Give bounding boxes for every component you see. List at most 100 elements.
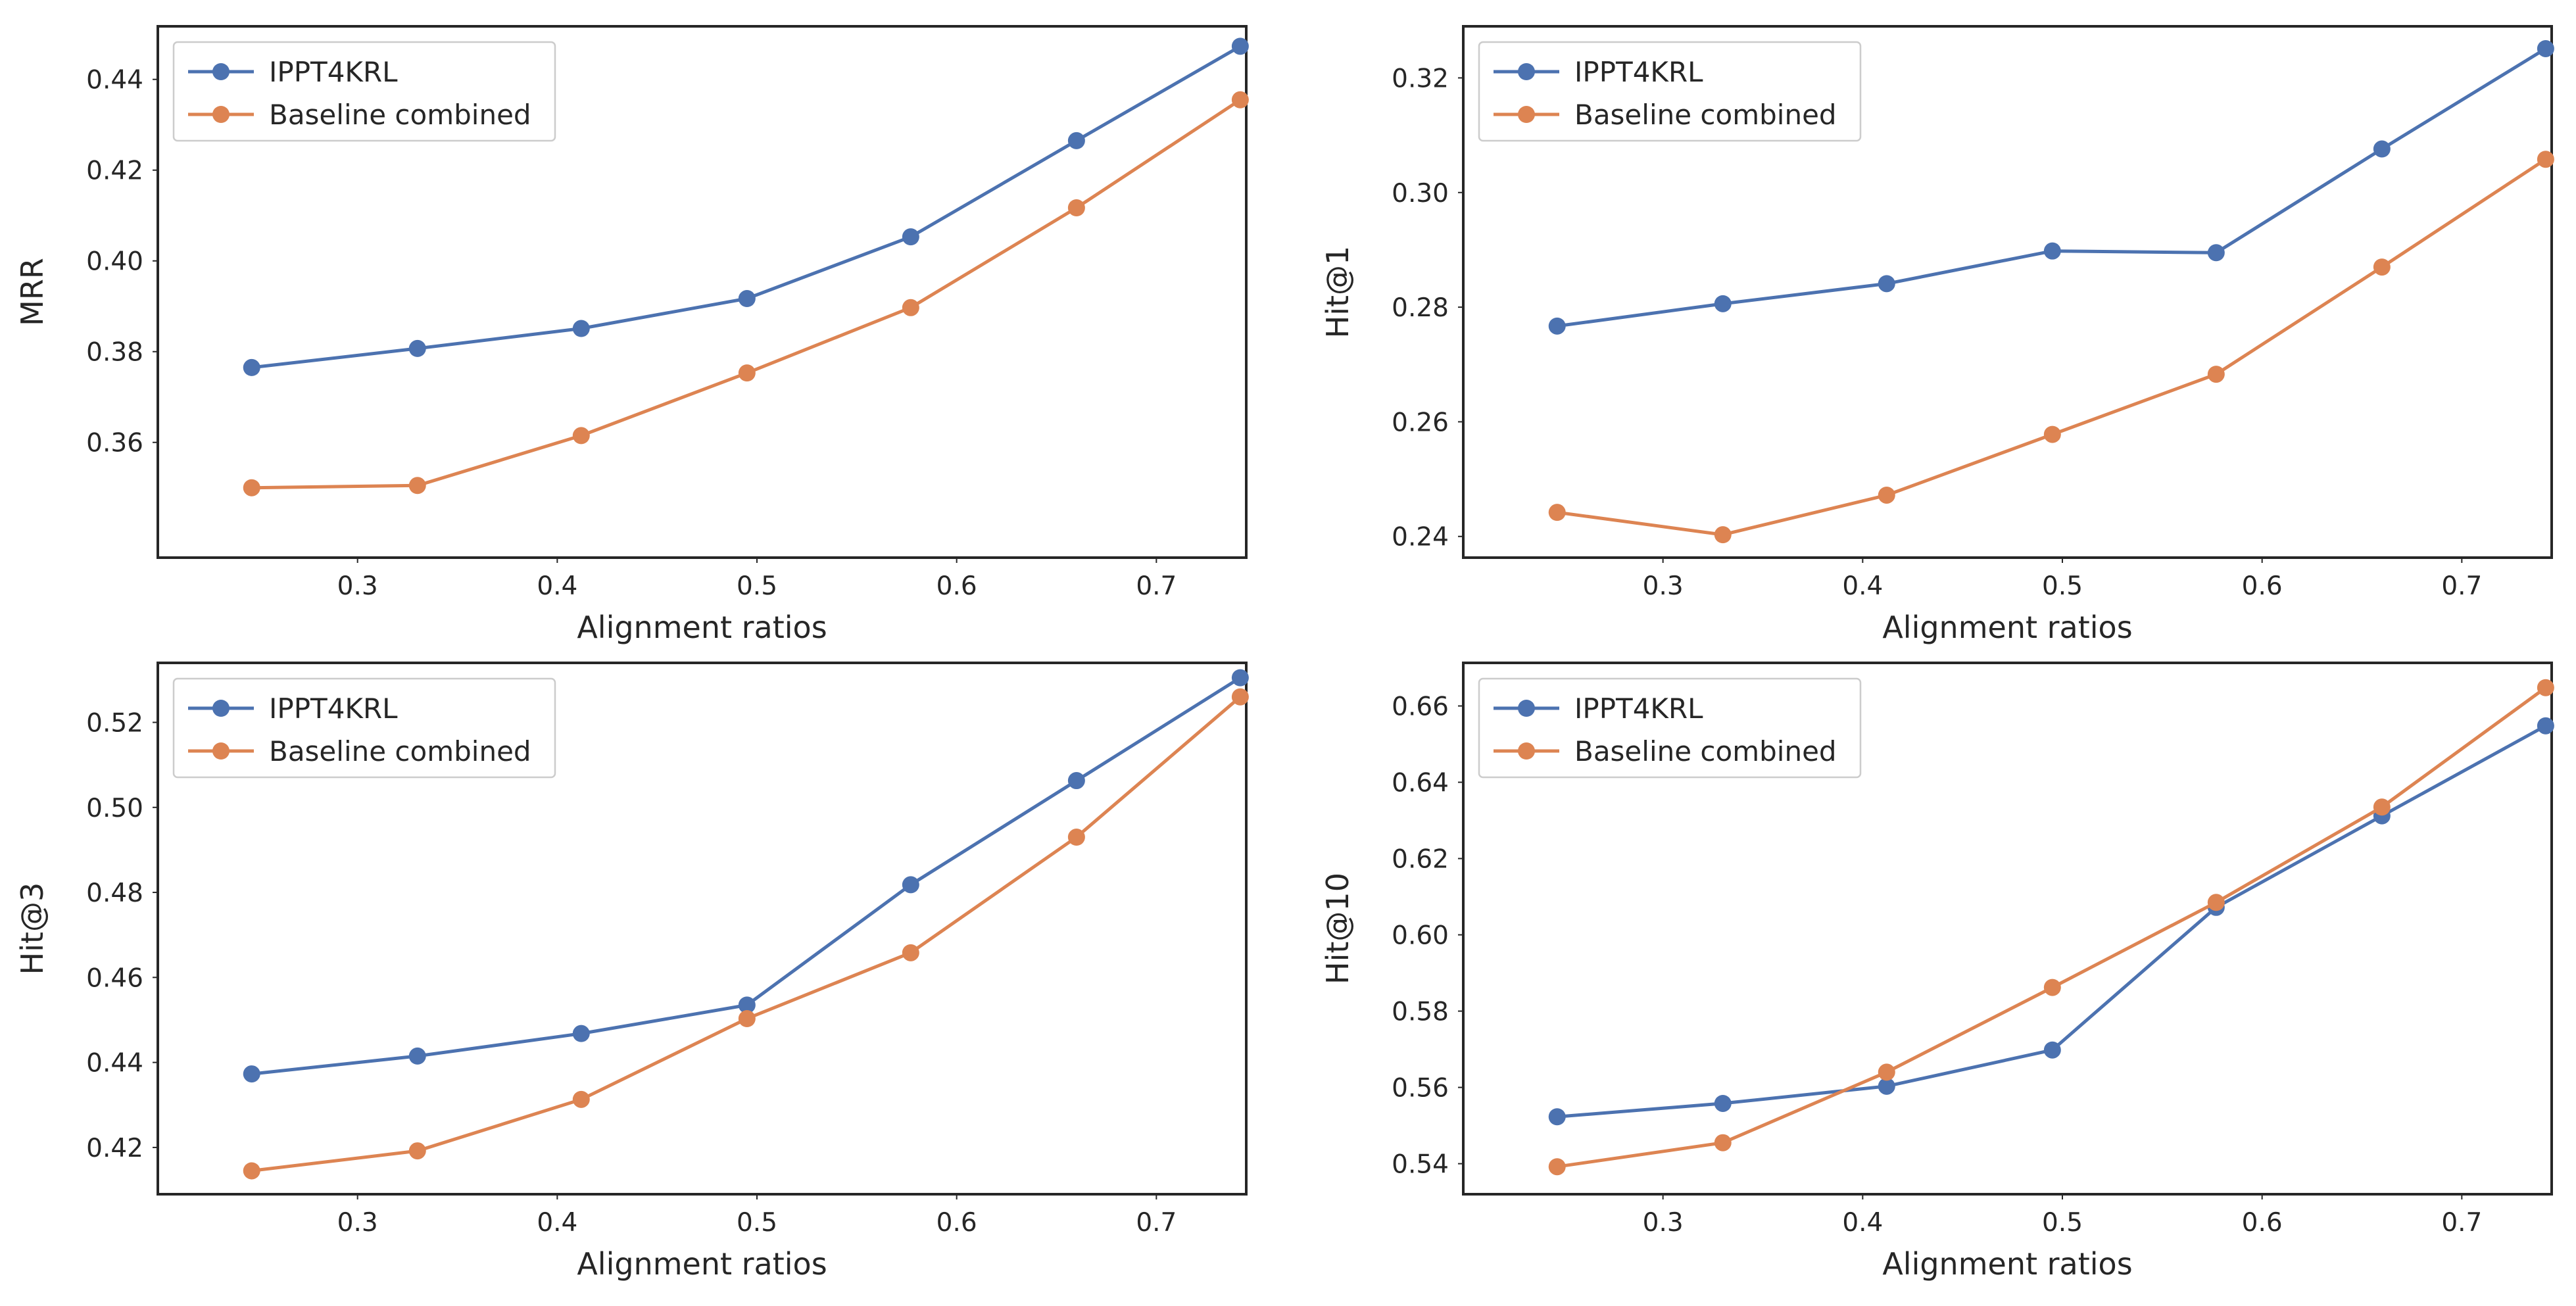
y-tick-label: 0.60 <box>1392 921 1449 951</box>
data-point <box>1067 132 1085 149</box>
x-tick-label: 0.3 <box>1643 571 1684 601</box>
legend-entry-label: IPPT4KRL <box>269 692 398 725</box>
data-point <box>738 996 756 1014</box>
data-point <box>902 944 919 961</box>
data-point <box>408 477 426 495</box>
data-point <box>1714 1134 1732 1151</box>
y-tick-label: 0.54 <box>1392 1150 1449 1180</box>
y-tick-label: 0.66 <box>1392 692 1449 722</box>
y-axis-label: Hit@1 <box>1320 246 1355 339</box>
legend-swatch-marker <box>1518 63 1535 80</box>
data-point <box>408 339 426 357</box>
data-point <box>2043 242 2061 260</box>
chart-panel-mrr: 0.3 0.4 0.5 0.6 0.7 0.36 0.38 0.40 0.42 0.44 Alig… <box>14 25 1249 645</box>
y-tick-label: 0.62 <box>1392 845 1449 875</box>
legend-swatch-marker <box>1518 700 1535 717</box>
data-point <box>243 1162 260 1180</box>
data-point <box>1878 1063 1895 1081</box>
x-tick-label: 0.3 <box>337 1208 378 1238</box>
x-tick-label: 0.3 <box>337 571 378 601</box>
legend: IPPT4KRL Baseline combined <box>172 41 556 142</box>
x-tick-label: 0.6 <box>936 1208 977 1238</box>
chart-panel-hit-at-3: 0.3 0.4 0.5 0.6 0.70.420.440.460.480.500.52 … <box>14 662 1249 1282</box>
x-tick-label: 0.4 <box>537 1208 577 1238</box>
data-point <box>2537 151 2554 168</box>
data-point <box>1714 526 1732 544</box>
data-point <box>1878 1077 1895 1095</box>
data-point <box>1548 1108 1566 1126</box>
legend-swatch-marker <box>1518 106 1535 123</box>
y-tick-label: 0.52 <box>86 708 143 738</box>
y-axis-label: MRR <box>14 258 50 326</box>
x-tick-label: 0.6 <box>2242 1208 2283 1238</box>
y-tick-label: 0.38 <box>86 338 143 368</box>
x-tick-label: 0.7 <box>2441 1208 2482 1238</box>
data-point <box>902 228 919 246</box>
data-point <box>1548 317 1566 335</box>
y-tick-label: 0.36 <box>86 429 143 458</box>
chart-panel-hit-at-1: 0.3 0.4 0.5 0.6 0.7 0.24 0.26 0.28 0.30 0.32 Alig… <box>1320 25 2554 645</box>
data-point <box>2043 979 2061 996</box>
x-tick-label: 0.7 <box>2441 571 2482 601</box>
y-tick-label: 0.26 <box>1392 408 1449 437</box>
x-axis-label: Alignment ratios <box>577 610 827 645</box>
data-point <box>1231 688 1249 706</box>
data-point <box>408 1142 426 1160</box>
y-tick-label: 0.24 <box>1392 523 1449 552</box>
x-tick-label: 0.6 <box>2242 571 2283 601</box>
data-point <box>738 290 756 308</box>
data-point <box>572 1090 590 1108</box>
y-tick-label: 0.46 <box>86 963 143 993</box>
y-tick-label: 0.64 <box>1392 769 1449 798</box>
data-point <box>1548 504 1566 521</box>
y-tick-label: 0.42 <box>86 1134 143 1163</box>
x-tick-label: 0.5 <box>737 1208 777 1238</box>
legend: IPPT4KRL Baseline combined <box>172 677 556 779</box>
legend: IPPT4KRL Baseline combined <box>1478 677 1862 779</box>
data-point <box>2373 258 2391 276</box>
legend-swatch-marker <box>212 742 230 760</box>
data-point <box>1231 91 1249 109</box>
y-tick-label: 0.44 <box>86 66 143 95</box>
x-tick-label: 0.4 <box>1842 1208 1883 1238</box>
y-tick-label: 0.48 <box>86 879 143 908</box>
legend-swatch-marker <box>1518 742 1535 760</box>
data-point <box>572 1025 590 1042</box>
data-point <box>1067 772 1085 790</box>
data-point <box>902 876 919 894</box>
data-point <box>1548 1158 1566 1176</box>
data-point <box>738 364 756 382</box>
legend-entry-label: IPPT4KRL <box>269 56 398 88</box>
x-tick-label: 0.6 <box>936 571 977 601</box>
x-tick-label: 0.5 <box>2042 1208 2083 1238</box>
data-point <box>2537 39 2554 57</box>
legend-entry-label: Baseline combined <box>269 735 531 767</box>
data-point <box>1878 486 1895 504</box>
data-point <box>1231 37 1249 55</box>
data-point <box>2373 798 2391 816</box>
data-point <box>2043 425 2061 443</box>
y-tick-label: 0.58 <box>1392 998 1449 1027</box>
x-tick-label: 0.5 <box>737 571 777 601</box>
x-tick-label: 0.4 <box>537 571 577 601</box>
data-point <box>1878 275 1895 293</box>
data-point <box>2043 1041 2061 1059</box>
x-axis-label: Alignment ratios <box>577 1246 827 1282</box>
legend-entry-label: IPPT4KRL <box>1574 56 1703 88</box>
y-tick-label: 0.32 <box>1392 64 1449 93</box>
y-tick-label: 0.28 <box>1392 293 1449 323</box>
data-point <box>1714 295 1732 312</box>
data-point <box>572 427 590 445</box>
x-tick-label: 0.7 <box>1136 1208 1177 1238</box>
y-tick-label: 0.42 <box>86 157 143 186</box>
y-tick-label: 0.40 <box>86 247 143 277</box>
data-point <box>1067 829 1085 846</box>
y-tick-label: 0.50 <box>86 794 143 823</box>
x-axis-label: Alignment ratios <box>1882 610 2132 645</box>
x-tick-label: 0.5 <box>2042 571 2083 601</box>
data-point <box>2373 140 2391 158</box>
x-tick-label: 0.7 <box>1136 571 1177 601</box>
y-axis-label: Hit@10 <box>1320 873 1355 984</box>
legend-entry-label: Baseline combined <box>269 99 531 131</box>
